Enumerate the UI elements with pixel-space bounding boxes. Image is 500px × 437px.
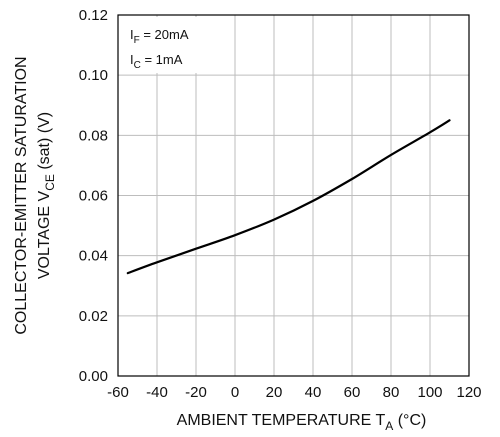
x-axis-title: AMBIENT TEMPERATURE TA (°C) — [177, 412, 427, 433]
y-axis-title-line2-sub: CE — [43, 174, 57, 191]
y-axis-title-line2-post: (sat) (V) — [36, 112, 53, 174]
x-axis-title-sub: A — [385, 419, 393, 433]
annotation-ic-rest: = 1mA — [141, 52, 183, 67]
x-tick-label-3: 0 — [231, 384, 239, 401]
y-tick-label-6: 0.12 — [79, 7, 108, 24]
x-axis-ticks: -60 -40 -20 0 20 40 60 80 100 120 — [107, 384, 481, 401]
plot-frame — [117, 14, 470, 377]
annotation-if-rest: = 20mA — [140, 27, 189, 42]
annotation-if-sub: F — [134, 35, 140, 46]
x-tick-label-0: -60 — [107, 384, 129, 401]
y-axis-title-line1-text: COLLECTOR-EMITTER SATURATION — [13, 56, 30, 334]
y-tick-label-0: 0.00 — [79, 368, 108, 385]
x-tick-label-9: 120 — [456, 384, 481, 401]
y-tick-label-2: 0.04 — [79, 248, 108, 265]
y-axis-title: COLLECTOR-EMITTER SATURATION VOLTAGE VCE… — [13, 56, 57, 334]
y-axis-title-line2: VOLTAGE VCE (sat) (V) — [36, 112, 57, 279]
x-axis-title-unit: (°C) — [393, 412, 426, 429]
y-tick-label-3: 0.06 — [79, 188, 108, 205]
annotation-ic: IC = 1mA — [130, 52, 183, 71]
x-tick-label-2: -20 — [185, 384, 207, 401]
x-tick-label-7: 80 — [383, 384, 400, 401]
annotation-if: IF = 20mA — [130, 27, 189, 46]
y-axis-title-line2-pre: VOLTAGE V — [36, 190, 53, 279]
series-line-0 — [126, 119, 451, 275]
y-axis-title-line1: COLLECTOR-EMITTER SATURATION — [13, 56, 30, 334]
y-tick-label-4: 0.08 — [79, 127, 108, 144]
y-tick-label-1: 0.02 — [79, 308, 108, 325]
y-tick-label-5: 0.10 — [79, 67, 108, 84]
x-tick-label-4: 20 — [266, 384, 283, 401]
x-tick-label-8: 100 — [417, 384, 442, 401]
series-group — [126, 119, 451, 275]
x-tick-label-1: -40 — [146, 384, 168, 401]
annotation-ic-sub: C — [134, 60, 141, 71]
annotation-box — [120, 17, 206, 73]
x-axis-title-main: AMBIENT TEMPERATURE T — [177, 412, 386, 429]
x-tick-label-6: 60 — [344, 384, 361, 401]
x-tick-label-5: 40 — [305, 384, 322, 401]
annotation-if-main: I — [130, 27, 134, 42]
annotation-ic-main: I — [130, 52, 134, 67]
y-axis-ticks: 0.00 0.02 0.04 0.06 0.08 0.10 0.12 — [79, 7, 108, 385]
